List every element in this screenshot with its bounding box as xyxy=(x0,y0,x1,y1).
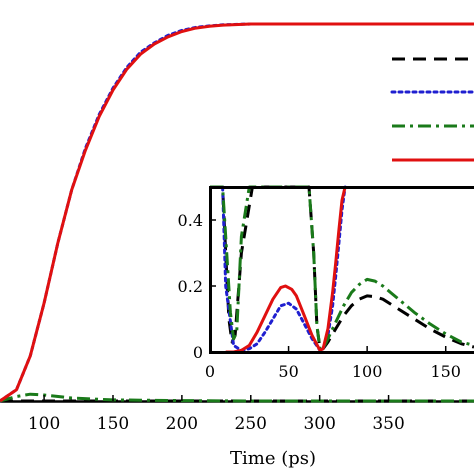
inset-x-tick-label: 150 xyxy=(430,362,461,381)
main-x-tick-label: 150 xyxy=(97,414,129,434)
main-x-tick-label: 300 xyxy=(303,414,335,434)
main-x-tick-label: 250 xyxy=(235,414,267,434)
inset-series-group xyxy=(210,185,474,354)
main-x-tick-label: 200 xyxy=(166,414,198,434)
inset-y-tick-label: 0.4 xyxy=(178,211,203,230)
legend xyxy=(390,57,474,162)
inset-plot: 0 50 100 150 0 0.2 0.4 xyxy=(178,185,474,381)
main-series-solid xyxy=(0,22,474,403)
x-axis-label: Time (ps) xyxy=(230,448,316,469)
inset-series-dash-dot xyxy=(210,185,474,351)
inset-series-solid xyxy=(225,186,347,354)
inset-ticks: 0 50 100 150 0 0.2 0.4 xyxy=(178,211,461,381)
main-x-tick-label: 350 xyxy=(372,414,404,434)
inset-y-tick-label: 0.2 xyxy=(178,277,203,296)
main-x-ticks: 100 150 200 250 300 350 xyxy=(28,395,405,434)
inset-frame xyxy=(209,186,474,354)
inset-y-tick-label: 0 xyxy=(193,343,203,362)
inset-x-tick-label: 50 xyxy=(278,362,298,381)
inset-x-tick-label: 0 xyxy=(205,362,215,381)
main-x-tick-label: 100 xyxy=(28,414,60,434)
inset-x-tick-label: 100 xyxy=(352,362,383,381)
